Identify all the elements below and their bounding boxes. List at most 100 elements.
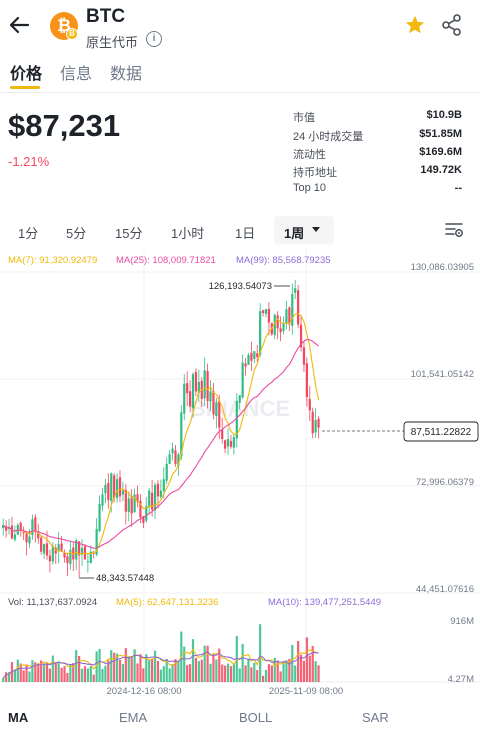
volume-bar [203,645,206,682]
indicator-tab-ma[interactable]: MA [8,710,29,725]
volume-bar [45,662,49,682]
chevron-down-icon[interactable] [312,227,320,232]
volume-bar [291,644,294,682]
volume-bar [136,663,139,682]
candle-body [69,549,72,564]
volume-bar [22,670,25,682]
volume-bar [165,658,168,682]
volume-bar [60,667,63,682]
volume-bar [98,648,101,682]
candle-body [165,463,168,481]
chain-badge-icon: B [66,28,78,40]
volume-bar [186,665,189,682]
share-icon[interactable] [442,14,462,36]
candle-body [314,419,317,433]
volume-bar [229,666,233,682]
candle-body [60,543,63,552]
tab-info[interactable]: 信息 [60,66,93,83]
candle-body [45,543,49,556]
ma99-indicator: MA(99): 85,568.79235 [236,255,331,266]
stat-value-volume: $51.85M [419,128,462,140]
volume-bar [28,671,31,682]
back-arrow-icon[interactable] [8,14,30,36]
volume-bar [314,661,317,682]
time-axis-label-2: 2025-11-09 08:00 [269,686,343,697]
candle-body [183,383,186,414]
volume-bar [89,666,92,682]
volume-indicator: Vol: 11,137,637.0924 [8,597,97,608]
candle-body [311,411,314,434]
chart-settings-icon[interactable] [444,221,464,239]
volume-bar [218,648,221,682]
candle-body [66,556,69,564]
volume-bar [101,668,104,682]
stat-value-liquidity: $169.6M [419,146,462,158]
volume-bar [80,668,84,682]
indicator-tab-ema[interactable]: EMA [119,710,148,725]
volume-bar [244,665,247,682]
volume-bar [224,665,227,682]
candle-body [40,537,43,552]
candle-body [267,309,271,323]
volume-bar [66,672,69,682]
volume-bars [2,624,320,682]
volume-bar [171,663,174,682]
volume-bar [57,661,60,682]
chart-markers: 126,193.54073 48,343.57448 87,511.22822 [79,281,479,584]
interval-1d[interactable]: 1日 [235,226,256,241]
volume-bar [270,665,273,682]
volume-bar [69,664,72,682]
time-axis-label-1: 2024-12-16 08:00 [106,686,181,697]
indicator-tab-sar[interactable]: SAR [362,710,389,725]
candle-body [86,561,89,563]
candle-body [261,310,265,314]
interval-15m[interactable]: 15分 [115,226,143,241]
volume-bar [48,668,52,682]
stat-label-liquidity: 流动性 [293,149,326,161]
current-price-box [403,421,479,442]
volume-bar [212,654,215,682]
stat-value-top10: -- [454,182,462,194]
volume-bar [264,670,268,682]
candlestick-chart[interactable]: BINANCE MA(7): 91,320.92479 MA(25): 108,… [0,250,480,700]
candle-body [95,528,98,555]
candle-body [291,293,294,326]
volume-bar [297,640,300,682]
candle-body [250,352,253,361]
tab-price[interactable]: 价格 [10,66,43,83]
favorite-star-icon[interactable] [404,14,426,36]
candle-body [142,516,145,524]
candle-body [51,545,54,562]
candle-body [180,412,183,457]
volume-bar [285,660,288,682]
volume-bar [183,646,186,682]
candle-body [241,362,244,398]
candle-body [19,522,22,531]
volume-bar [250,667,253,682]
info-icon[interactable]: i [146,31,162,47]
current-price-tag: 87,511.22822 [411,427,472,438]
volume-bar [168,668,171,682]
volume-bar [276,660,279,682]
candle-body [101,494,104,506]
candle-body [238,395,241,403]
volume-bar [16,659,19,682]
candle-body [121,490,125,495]
interval-1h[interactable]: 1小时 [171,226,205,241]
interval-1w[interactable]: 1周 [284,226,305,241]
volume-bar [151,658,154,682]
volume-bar [115,653,119,682]
tab-data[interactable]: 数据 [110,66,143,83]
volume-bar [238,668,241,682]
volume-bar [34,662,37,682]
volume-bar [31,660,34,682]
interval-1w-button[interactable] [274,216,334,244]
interval-1m[interactable]: 1分 [18,226,39,241]
candle-body [48,555,52,562]
indicator-tab-boll[interactable]: BOLL [239,710,273,725]
candle-body [28,536,31,544]
volume-bar [110,650,113,682]
candle-body [13,534,16,540]
volume-bar [308,655,311,682]
interval-5m[interactable]: 5分 [66,226,87,241]
